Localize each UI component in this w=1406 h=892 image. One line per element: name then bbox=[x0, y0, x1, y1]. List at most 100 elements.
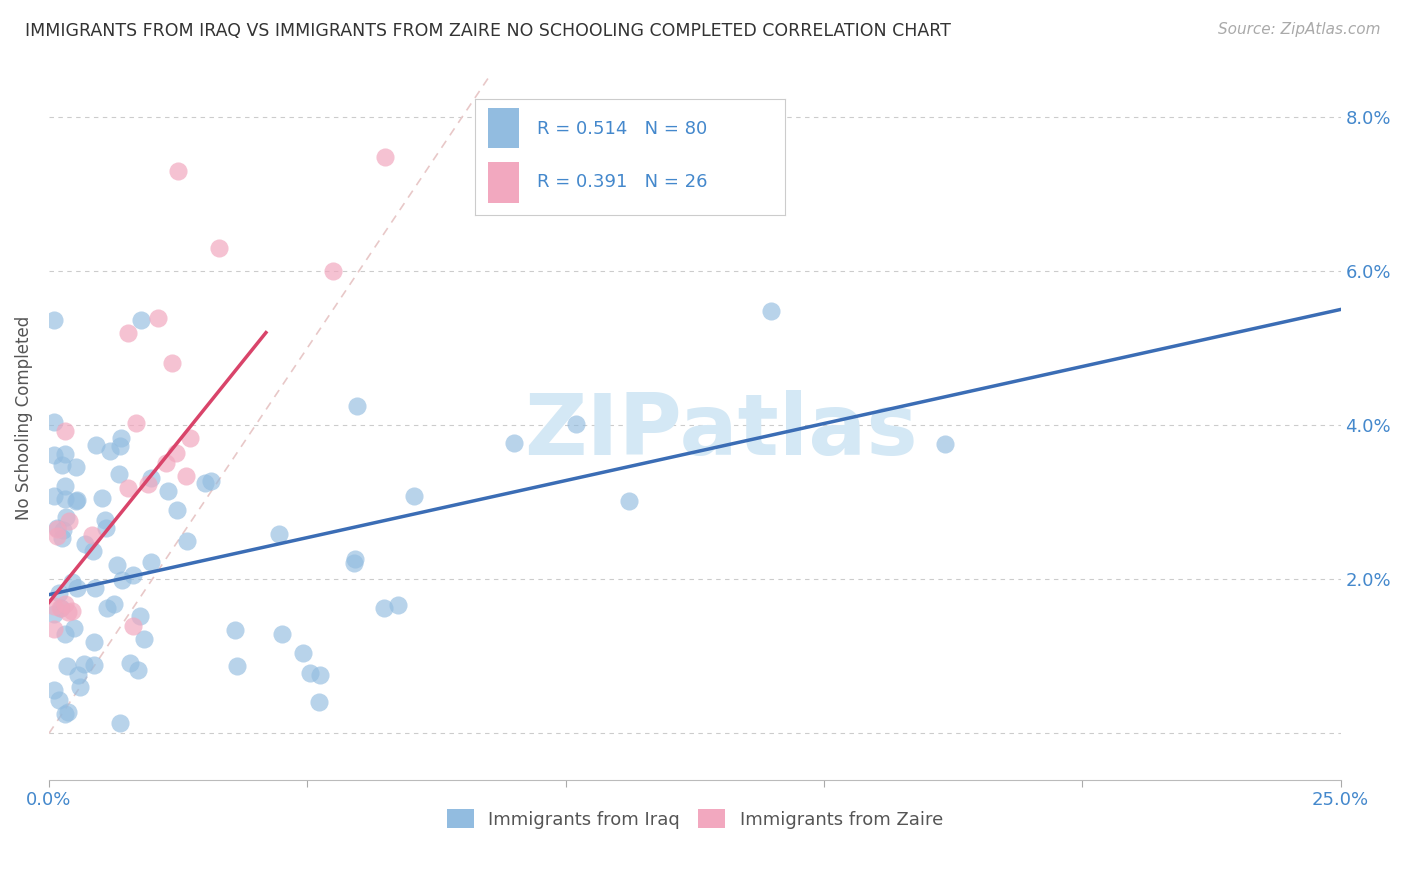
Point bbox=[108, 439, 131, 453]
Point bbox=[374, 150, 396, 164]
Point bbox=[387, 598, 409, 612]
Point bbox=[66, 493, 89, 508]
Legend: Immigrants from Iraq, Immigrants from Zaire: Immigrants from Iraq, Immigrants from Za… bbox=[440, 802, 950, 836]
Point bbox=[49, 601, 72, 615]
Point bbox=[107, 467, 129, 482]
Point bbox=[44, 622, 66, 636]
Point bbox=[346, 400, 368, 414]
Point bbox=[111, 573, 134, 587]
Point bbox=[108, 716, 131, 731]
Point bbox=[105, 558, 128, 572]
Point bbox=[44, 599, 66, 614]
Point bbox=[200, 474, 222, 488]
Point bbox=[53, 424, 76, 438]
Point bbox=[129, 609, 152, 624]
Point bbox=[46, 522, 69, 536]
Point bbox=[139, 555, 162, 569]
Point bbox=[44, 489, 66, 503]
Point bbox=[402, 489, 425, 503]
Point bbox=[271, 627, 294, 641]
Point bbox=[51, 531, 73, 545]
Point bbox=[44, 683, 66, 698]
Point bbox=[53, 706, 76, 721]
Point bbox=[179, 432, 201, 446]
Point bbox=[56, 605, 79, 619]
Point bbox=[94, 513, 117, 527]
Point bbox=[45, 521, 67, 535]
Point bbox=[269, 526, 291, 541]
Point bbox=[56, 658, 79, 673]
Point bbox=[299, 666, 322, 681]
Point bbox=[129, 312, 152, 326]
Point bbox=[167, 163, 190, 178]
Point bbox=[165, 446, 187, 460]
Point bbox=[139, 470, 162, 484]
Point bbox=[208, 241, 231, 255]
Point bbox=[194, 475, 217, 490]
Point bbox=[48, 600, 70, 615]
Point bbox=[117, 481, 139, 495]
Point bbox=[160, 356, 183, 370]
Point bbox=[55, 510, 77, 524]
Point bbox=[45, 529, 67, 543]
Point bbox=[291, 646, 314, 660]
Point bbox=[110, 431, 132, 445]
Point bbox=[48, 586, 70, 600]
Point bbox=[503, 435, 526, 450]
Point bbox=[73, 657, 96, 672]
Point bbox=[224, 624, 246, 638]
Point bbox=[565, 417, 588, 431]
Point bbox=[80, 528, 103, 542]
Point bbox=[166, 503, 188, 517]
Point bbox=[934, 436, 956, 450]
Point bbox=[51, 458, 73, 472]
Point bbox=[343, 556, 366, 570]
Point bbox=[98, 443, 121, 458]
Y-axis label: No Schooling Completed: No Schooling Completed bbox=[15, 315, 32, 519]
Point bbox=[56, 706, 79, 720]
Point bbox=[53, 447, 76, 461]
Point bbox=[82, 543, 104, 558]
Text: IMMIGRANTS FROM IRAQ VS IMMIGRANTS FROM ZAIRE NO SCHOOLING COMPLETED CORRELATION: IMMIGRANTS FROM IRAQ VS IMMIGRANTS FROM … bbox=[25, 22, 952, 40]
Point bbox=[60, 604, 83, 618]
Point bbox=[65, 460, 87, 475]
Point bbox=[84, 437, 107, 451]
Point bbox=[155, 456, 177, 470]
Point bbox=[373, 601, 395, 615]
Point bbox=[44, 448, 66, 462]
Point bbox=[309, 667, 332, 681]
Point bbox=[759, 304, 782, 318]
Point bbox=[120, 657, 142, 671]
Point bbox=[83, 657, 105, 672]
Point bbox=[96, 600, 118, 615]
Point bbox=[94, 521, 117, 535]
Point bbox=[66, 668, 89, 682]
Point bbox=[44, 416, 66, 430]
Point bbox=[308, 695, 330, 709]
Point bbox=[343, 551, 366, 566]
Point bbox=[66, 581, 89, 595]
Point bbox=[136, 477, 159, 491]
Point bbox=[146, 311, 169, 326]
Point bbox=[75, 537, 97, 551]
Point bbox=[117, 326, 139, 340]
Point bbox=[83, 635, 105, 649]
Point bbox=[44, 607, 66, 621]
Text: ZIPatlas: ZIPatlas bbox=[523, 391, 918, 474]
Point bbox=[127, 663, 149, 677]
Point bbox=[134, 632, 156, 647]
Point bbox=[322, 264, 344, 278]
Point bbox=[103, 597, 125, 611]
Point bbox=[91, 491, 114, 505]
Point bbox=[226, 658, 249, 673]
Point bbox=[174, 469, 197, 483]
Point bbox=[53, 491, 76, 506]
Point bbox=[44, 312, 66, 326]
Point bbox=[53, 597, 76, 611]
Point bbox=[69, 680, 91, 694]
Point bbox=[60, 574, 83, 589]
Point bbox=[83, 581, 105, 595]
Point bbox=[53, 627, 76, 641]
Point bbox=[65, 494, 87, 508]
Point bbox=[58, 514, 80, 528]
